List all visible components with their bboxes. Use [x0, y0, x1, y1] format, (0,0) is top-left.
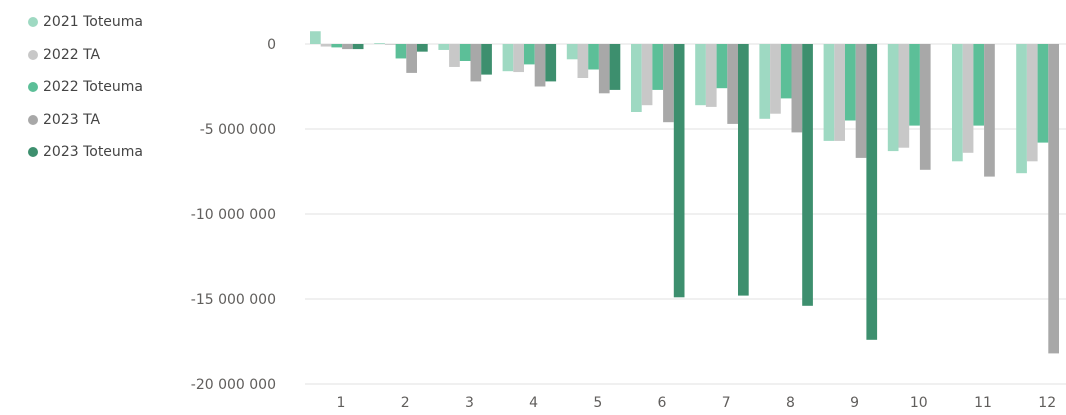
bar-0-9 [823, 44, 835, 141]
bar-2-2 [395, 44, 407, 59]
legend-item[interactable]: 2022 TA [28, 39, 143, 72]
bar-4-1 [352, 44, 364, 50]
x-tick-label: 12 [1038, 395, 1056, 411]
bar-1-11 [962, 44, 974, 153]
bar-4-9 [866, 44, 878, 340]
x-tick-label: 1 [337, 395, 346, 411]
bar-2-8 [780, 44, 792, 99]
bar-2-5 [588, 44, 599, 70]
bar-3-3 [470, 44, 482, 82]
bar-3-4 [534, 44, 546, 87]
bar-4-3 [481, 44, 492, 75]
bar-3-2 [406, 44, 417, 73]
bar-4-4 [545, 44, 557, 82]
x-tick-label: 4 [529, 395, 538, 411]
x-tick-label: 9 [850, 395, 859, 411]
legend-marker-icon [28, 82, 38, 93]
x-tick-label: 6 [658, 395, 667, 411]
bar-1-7 [705, 44, 717, 107]
bar-1-5 [577, 44, 589, 78]
bar-0-2 [374, 43, 385, 44]
legend-item[interactable]: 2021 Toteuma [28, 6, 143, 39]
bar-0-8 [759, 44, 771, 119]
bar-0-7 [695, 44, 706, 106]
y-tick-label: -15 000 000 [191, 292, 276, 308]
bar-3-11 [984, 44, 995, 177]
bar-4-2 [417, 44, 428, 52]
bar-2-10 [909, 44, 920, 126]
bar-3-8 [791, 44, 803, 133]
bar-3-12 [1048, 44, 1059, 354]
bar-2-4 [524, 44, 535, 65]
bar-0-3 [438, 44, 450, 50]
y-tick-label: 0 [267, 37, 276, 53]
legend-label: 2021 Toteuma [43, 14, 144, 31]
x-tick-label: 2 [401, 395, 410, 411]
bar-4-5 [609, 44, 621, 90]
legend-marker-icon [28, 147, 38, 158]
bar-4-6 [673, 44, 685, 298]
x-tick-label: 11 [974, 395, 992, 411]
bar-3-5 [598, 44, 610, 94]
bar-0-4 [502, 44, 514, 72]
bar-1-1 [320, 44, 332, 47]
legend-label: 2023 TA [43, 111, 101, 128]
legend-label: 2023 Toteuma [43, 144, 144, 161]
bar-1-2 [384, 44, 396, 45]
bar-2-3 [459, 44, 471, 61]
y-tick-label: -10 000 000 [191, 207, 276, 223]
bar-2-12 [1037, 44, 1049, 143]
y-tick-label: -20 000 000 [191, 377, 276, 393]
legend-label: 2022 TA [43, 46, 101, 63]
legend-item[interactable]: 2022 Toteuma [28, 71, 143, 104]
bar-1-10 [898, 44, 910, 148]
bar-2-6 [652, 44, 664, 90]
bar-1-12 [1026, 44, 1038, 162]
bar-3-10 [919, 44, 931, 170]
legend-marker-icon [28, 49, 38, 60]
bar-1-9 [834, 44, 845, 141]
bar-3-1 [342, 44, 353, 50]
bar-3-6 [663, 44, 674, 123]
legend-item[interactable]: 2023 Toteuma [28, 136, 143, 169]
bar-1-4 [513, 44, 524, 73]
bar-2-9 [845, 44, 856, 121]
legend-label: 2022 Toteuma [43, 79, 144, 96]
bar-2-1 [331, 44, 343, 48]
legend: 2021 Toteuma 2022 TA 2022 Toteuma 2023 TA 20… [28, 6, 143, 169]
x-tick-label: 7 [722, 395, 731, 411]
bar-1-6 [641, 44, 653, 106]
bar-2-7 [716, 44, 728, 89]
x-tick-label: 10 [910, 395, 928, 411]
bar-0-1 [310, 31, 321, 44]
x-tick-label: 5 [593, 395, 602, 411]
x-tick-label: 3 [465, 395, 474, 411]
bar-2-11 [973, 44, 985, 126]
bar-0-12 [1016, 44, 1027, 174]
bar-4-8 [802, 44, 813, 306]
bar-0-5 [566, 44, 578, 60]
bar-1-3 [449, 44, 460, 67]
bar-3-7 [727, 44, 738, 124]
y-tick-label: -5 000 000 [200, 122, 276, 138]
bar-1-8 [770, 44, 781, 114]
bar-0-6 [631, 44, 642, 112]
x-tick-label: 8 [786, 395, 795, 411]
bar-0-11 [952, 44, 963, 162]
bar-4-7 [738, 44, 749, 296]
legend-marker-icon [28, 114, 38, 125]
legend-marker-icon [28, 17, 38, 28]
bar-3-9 [855, 44, 867, 158]
bar-0-10 [887, 44, 899, 152]
legend-item[interactable]: 2023 TA [28, 104, 143, 137]
